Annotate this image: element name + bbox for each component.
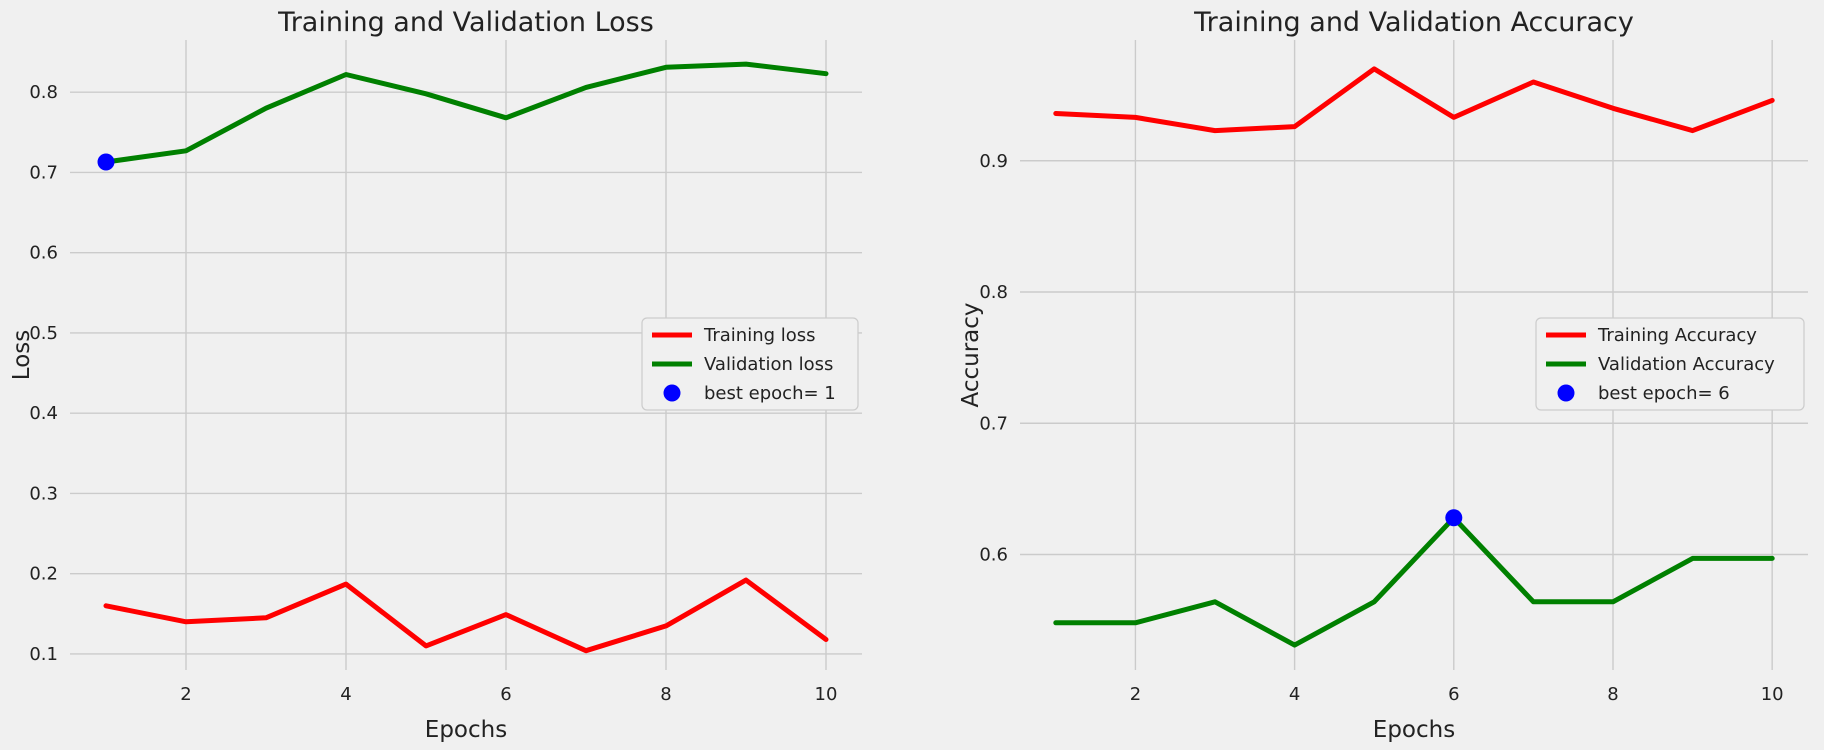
legend-label: best epoch= 1: [704, 383, 836, 404]
y-tick-label: 0.8: [29, 82, 58, 103]
legend-label: Validation loss: [704, 354, 833, 375]
y-tick-label: 0.5: [29, 323, 58, 344]
x-tick-label: 4: [340, 684, 351, 705]
x-tick-label: 6: [1448, 684, 1459, 705]
accuracy-chart: 2 4 6 8 10 0.6 0.7 0.8 0.9 Training and Validatio…: [958, 7, 1808, 743]
x-axis-label: Epochs: [1373, 717, 1455, 743]
x-axis-label: Epochs: [425, 717, 507, 743]
series-line: [103, 577, 829, 654]
y-axis-label: Accuracy: [958, 302, 984, 407]
loss-chart: 2 4 6 8 10 0.1 0.2 0.3 0.4 0.5 0.6 0.7 0.8 Training a…: [9, 7, 862, 743]
chart-title: Training and Validation Loss: [277, 7, 654, 38]
x-tick-label: 8: [1607, 684, 1618, 705]
legend-label: Validation Accuracy: [1598, 354, 1775, 375]
legend-marker-swatch: [1557, 384, 1575, 402]
chart-title: Training and Validation Accuracy: [1193, 7, 1634, 38]
best-epoch-marker: [97, 153, 115, 171]
x-tick-label: 2: [1130, 684, 1141, 705]
best-epoch-marker: [1445, 509, 1463, 527]
x-tick-label: 8: [660, 684, 671, 705]
series-line: [1053, 515, 1775, 648]
legend-frame: [641, 317, 859, 411]
legend-label: best epoch= 6: [1598, 383, 1730, 404]
y-tick-label: 0.7: [979, 413, 1008, 434]
x-tick-label: 4: [1289, 684, 1300, 705]
y-tick-label: 0.9: [979, 151, 1008, 172]
legend-label: Training Accuracy: [1597, 325, 1757, 346]
y-tick-label: 0.4: [29, 403, 58, 424]
legend: Training loss Validation loss best epoch= …: [641, 317, 859, 411]
legend: Training Accuracy Validation Accuracy best…: [1535, 317, 1805, 411]
legend-marker-swatch: [663, 384, 681, 402]
series-line: [103, 61, 829, 165]
series-line: [1053, 66, 1775, 134]
x-tick-label: 10: [815, 684, 838, 705]
x-tick-label: 10: [1761, 684, 1784, 705]
y-tick-label: 0.6: [979, 545, 1008, 566]
y-tick-label: 0.1: [29, 644, 58, 665]
y-tick-label: 0.6: [29, 243, 58, 264]
legend-frame: [1535, 317, 1805, 411]
y-tick-label: 0.7: [29, 162, 58, 183]
legend-label: Training loss: [703, 325, 816, 346]
y-tick-label: 0.3: [29, 483, 58, 504]
y-tick-label: 0.8: [979, 282, 1008, 303]
x-tick-label: 2: [180, 684, 191, 705]
y-axis-label: Loss: [9, 330, 35, 380]
x-tick-label: 6: [500, 684, 511, 705]
y-tick-label: 0.2: [29, 564, 58, 585]
